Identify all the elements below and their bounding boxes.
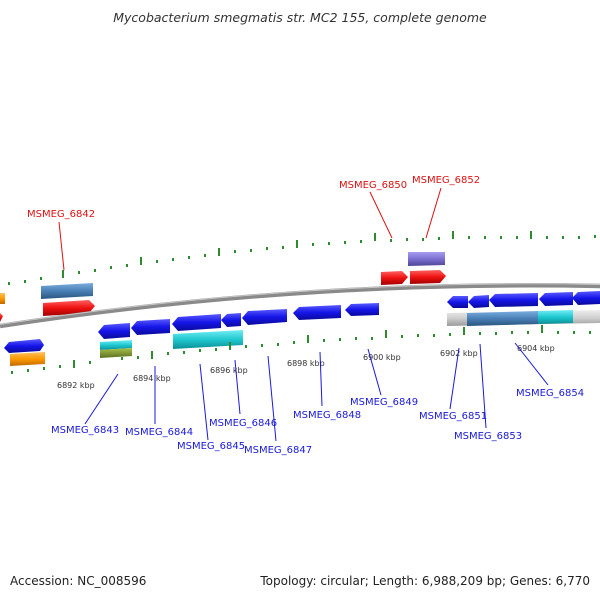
gene-msmeg-6854-blue xyxy=(539,292,573,306)
label-msmeg-6849: MSMEG_6849 xyxy=(350,397,418,408)
gene-msmeg-6852-blue xyxy=(468,295,489,308)
label-msmeg-6847: MSMEG_6847 xyxy=(244,445,312,456)
inner-strand-features[interactable] xyxy=(4,291,600,366)
label-msmeg-6848: MSMEG_6848 xyxy=(293,410,361,421)
tick-label-6898: 6898 kbp xyxy=(287,359,325,368)
tick-label-6900: 6900 kbp xyxy=(363,353,401,362)
label-msmeg-6851: MSMEG_6851 xyxy=(419,411,487,422)
gene-msmeg-6849 xyxy=(345,303,379,316)
tick-label-6892: 6892 kbp xyxy=(57,381,95,390)
gene-msmeg-6853-steel xyxy=(467,311,538,326)
red-gene-labels[interactable]: MSMEG_6842 MSMEG_6850 MSMEG_6852 xyxy=(27,175,480,220)
gene-msmeg-6843-cyan xyxy=(100,340,132,350)
map-title: Mycobacterium smegmatis str. MC2 155, co… xyxy=(113,10,487,25)
blue-gene-labels[interactable]: MSMEG_6843 MSMEG_6844 MSMEG_6845 MSMEG_6… xyxy=(51,388,584,456)
label-msmeg-6843: MSMEG_6843 xyxy=(51,425,119,436)
tick-label-6896: 6896 kbp xyxy=(210,366,248,375)
tick-label-6904: 6904 kbp xyxy=(517,344,555,353)
gene-left-edge-blue xyxy=(4,339,44,353)
tick-label-6894: 6894 kbp xyxy=(133,374,171,383)
gene-msmeg-6848 xyxy=(293,305,341,320)
gene-msmeg-6850-red xyxy=(381,271,408,285)
label-msmeg-6854: MSMEG_6854 xyxy=(516,388,584,399)
outer-tick-ring xyxy=(8,231,596,285)
label-msmeg-6853: MSMEG_6853 xyxy=(454,431,522,442)
gene-msmeg-6853-cyan xyxy=(538,310,573,324)
gene-orange-left-edge xyxy=(0,293,5,304)
gene-msmeg-6845-cyan xyxy=(173,330,243,349)
gene-msmeg-6847 xyxy=(242,309,287,325)
gene-msmeg-6846 xyxy=(221,313,241,327)
gene-msmeg-6851 xyxy=(447,296,468,308)
outer-strand-features[interactable] xyxy=(0,252,446,322)
gene-msmeg-6843 xyxy=(98,323,130,339)
label-leaders xyxy=(58,187,549,442)
accession-text: Accession: NC_008596 xyxy=(10,574,147,588)
gene-msmeg-6842-red xyxy=(43,300,95,316)
gene-msmeg-6843-olive xyxy=(100,348,132,358)
inner-tick-ring xyxy=(11,325,591,374)
genome-backbone xyxy=(0,283,600,329)
tick-label-6902: 6902 kbp xyxy=(440,349,478,358)
label-msmeg-6844: MSMEG_6844 xyxy=(125,427,193,438)
label-msmeg-6852: MSMEG_6852 xyxy=(412,175,480,186)
scale-labels: 6892 kbp 6894 kbp 6896 kbp 6898 kbp 6900… xyxy=(57,344,555,390)
gene-msmeg-6852-red xyxy=(410,270,446,284)
gene-msmeg-6852-purple xyxy=(408,252,445,266)
topology-text: Topology: circular; Length: 6,988,209 bp… xyxy=(260,574,590,588)
label-msmeg-6845: MSMEG_6845 xyxy=(177,441,245,452)
label-msmeg-6842: MSMEG_6842 xyxy=(27,209,95,220)
gene-msmeg-6844 xyxy=(131,319,170,335)
gene-right-edge-blue xyxy=(572,291,600,305)
gene-red-left-edge xyxy=(0,313,3,322)
gene-orange-left xyxy=(10,352,45,366)
gene-msmeg-6853-blue xyxy=(489,293,538,307)
label-msmeg-6850: MSMEG_6850 xyxy=(339,180,407,191)
gene-msmeg-6842-steel xyxy=(41,283,93,299)
label-msmeg-6846: MSMEG_6846 xyxy=(209,418,277,429)
gene-msmeg-6845 xyxy=(172,314,221,331)
